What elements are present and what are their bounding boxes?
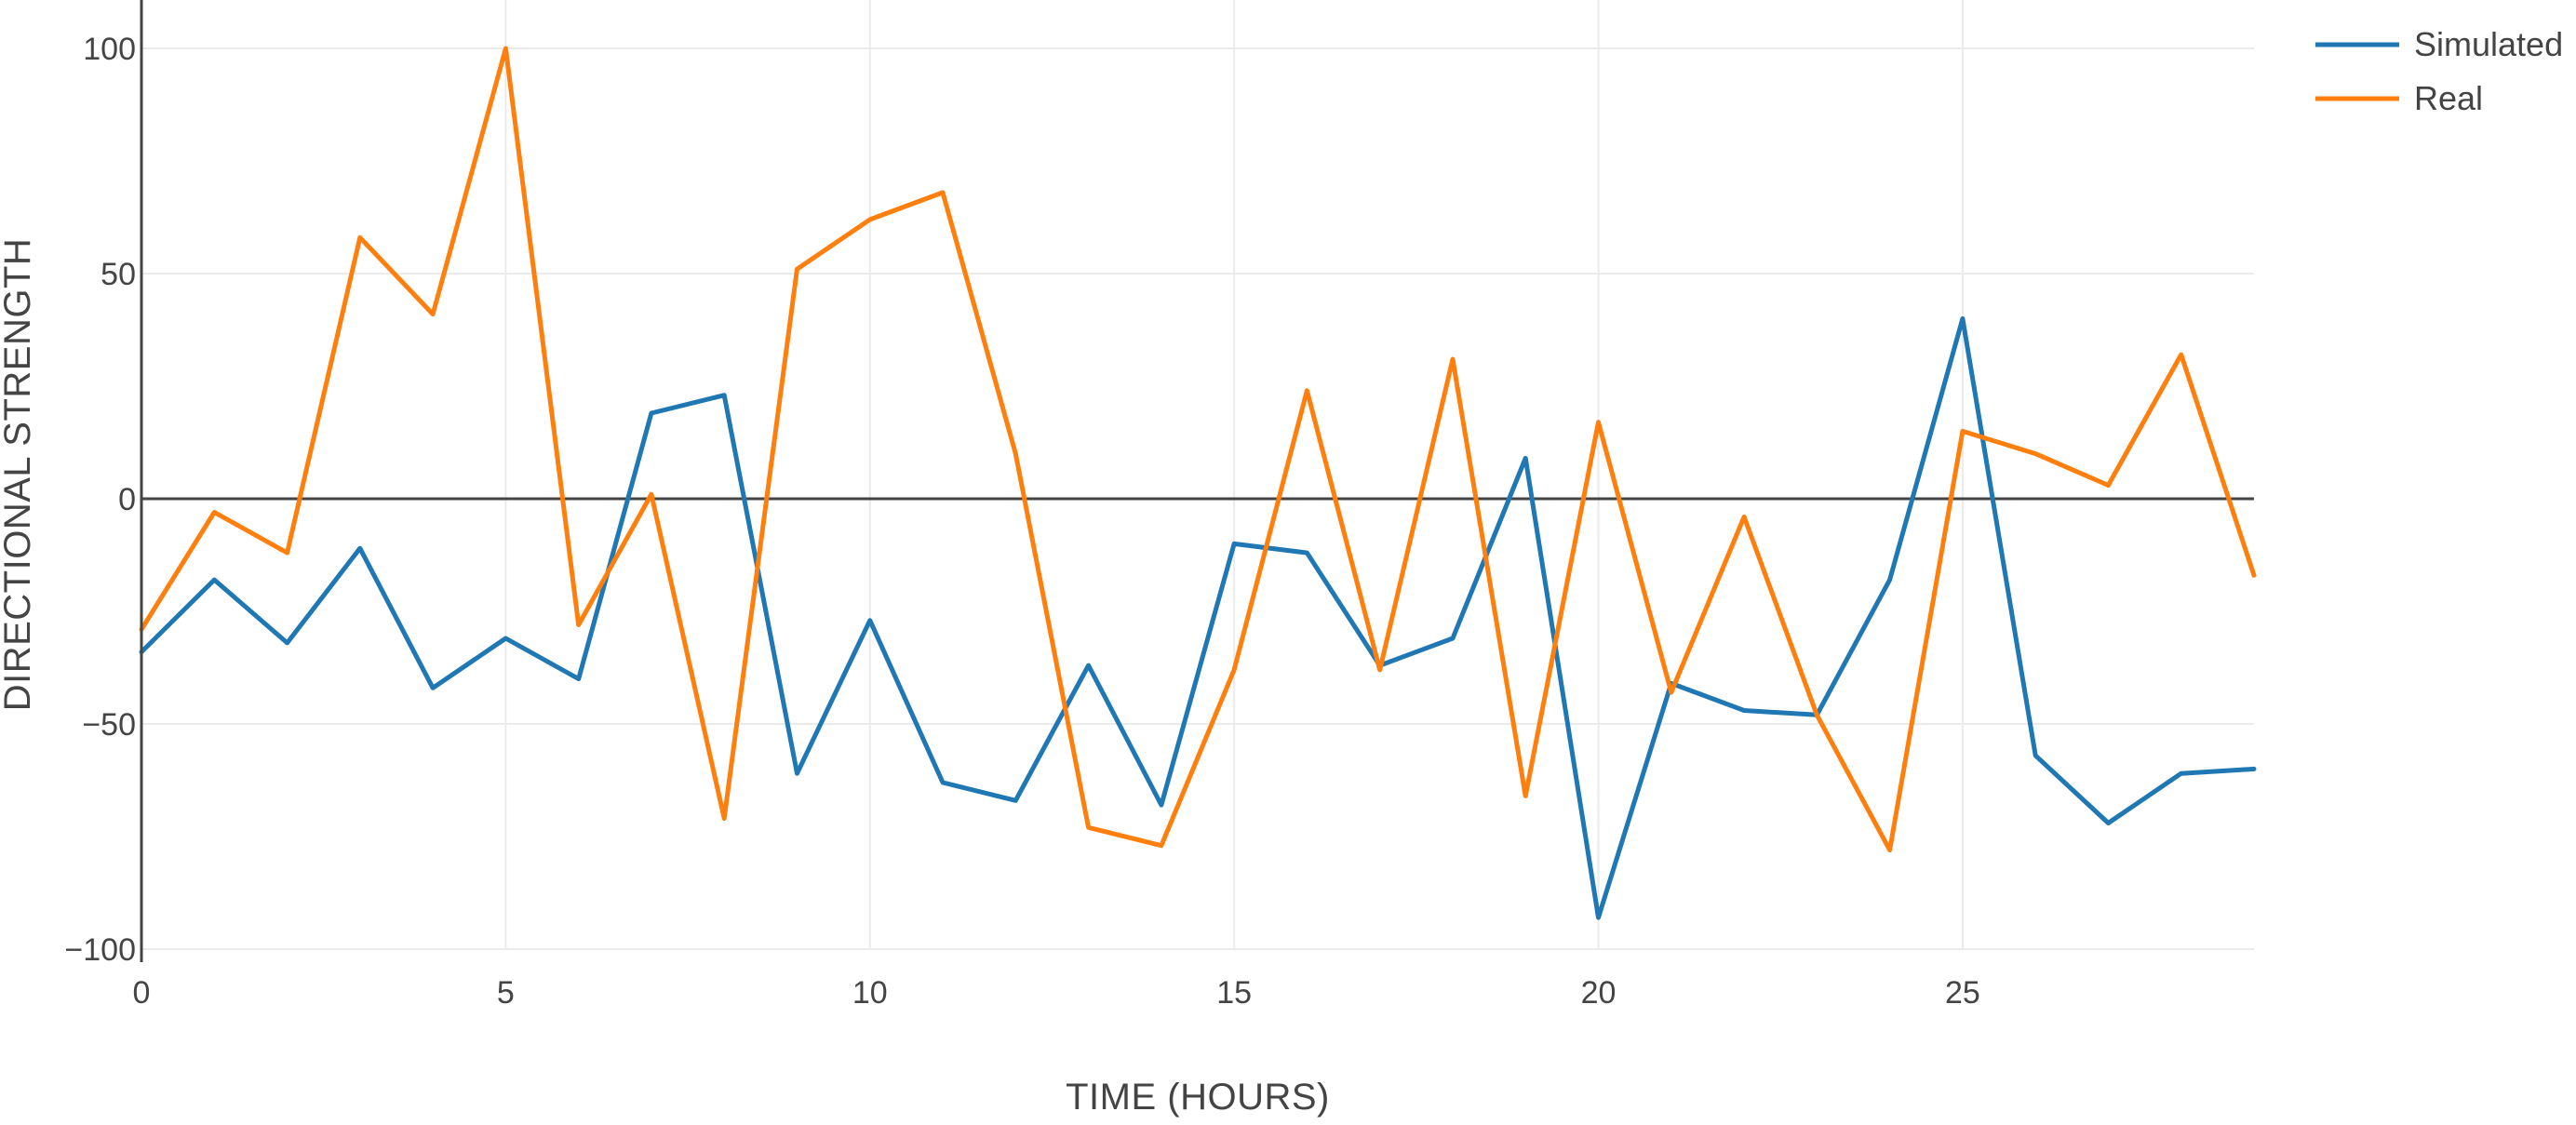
x-tick-label: 0 (133, 975, 151, 1011)
grid-lines (141, 0, 2254, 950)
x-tick-label: 20 (1581, 975, 1617, 1011)
x-axis-title: TIME (HOURS) (1066, 1077, 1330, 1118)
y-tick-label: −100 (64, 932, 136, 968)
x-tick-label: 10 (852, 975, 888, 1011)
x-tick-label: 5 (497, 975, 515, 1011)
y-tick-label: −50 (82, 707, 136, 743)
y-tick-label: 100 (83, 32, 136, 67)
series-line-simulated (139, 315, 2257, 920)
x-tick-label: 25 (1945, 975, 1980, 1011)
series-lines (139, 46, 2257, 920)
y-tick-label: 50 (101, 257, 136, 292)
legend: Simulated Real (2315, 25, 2563, 117)
x-tick-label: 15 (1216, 975, 1252, 1011)
legend-label-simulated: Simulated (2414, 25, 2563, 63)
tick-labels: 0 5 10 15 20 25 −100 −50 0 50 100 (64, 32, 1979, 1011)
legend-label-real: Real (2414, 79, 2483, 117)
series-line-real (139, 46, 2257, 852)
y-tick-label: 0 (118, 482, 136, 517)
y-axis-title: DIRECTIONAL STRENGTH (0, 238, 38, 712)
